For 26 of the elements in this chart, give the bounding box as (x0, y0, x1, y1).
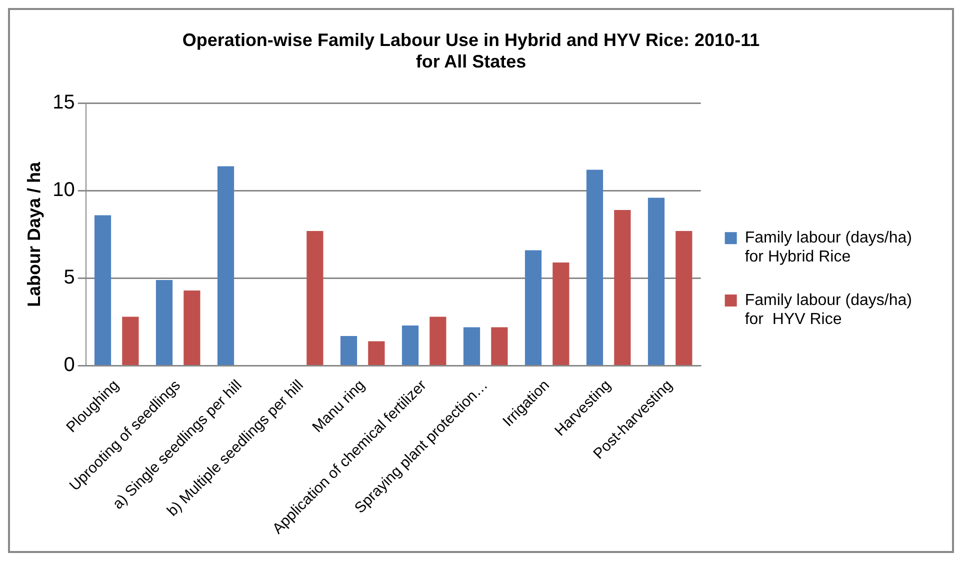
bar (340, 336, 358, 365)
y-tick-label: 10 (52, 179, 75, 202)
bar (156, 280, 173, 365)
bar (402, 325, 419, 365)
bar (463, 327, 480, 365)
legend-label: Family labour (days/ha) for HYV Rice (744, 292, 912, 328)
bar (676, 230, 692, 365)
bar (430, 316, 446, 365)
bar (306, 230, 324, 365)
bar (524, 250, 542, 365)
bar (491, 327, 508, 365)
bar (586, 170, 604, 365)
bar (552, 262, 570, 365)
legend-label: Family labour (days/ha) for Hybrid Rice (744, 230, 912, 266)
bar (368, 341, 385, 365)
bar (184, 290, 200, 365)
bar (94, 215, 112, 365)
y-tick-label: 5 (64, 266, 75, 289)
y-axis-title: Labour Daya / ha (24, 160, 44, 307)
chart-title: Operation-wise Family Labour Use in Hybrid and HYV Rice: 2010-11 for All States (182, 30, 760, 72)
y-tick-label: 0 (64, 354, 75, 376)
bar (217, 166, 234, 365)
y-tick-label: 15 (52, 92, 75, 114)
bar (648, 198, 665, 365)
bar (614, 210, 631, 365)
bar (122, 316, 139, 365)
